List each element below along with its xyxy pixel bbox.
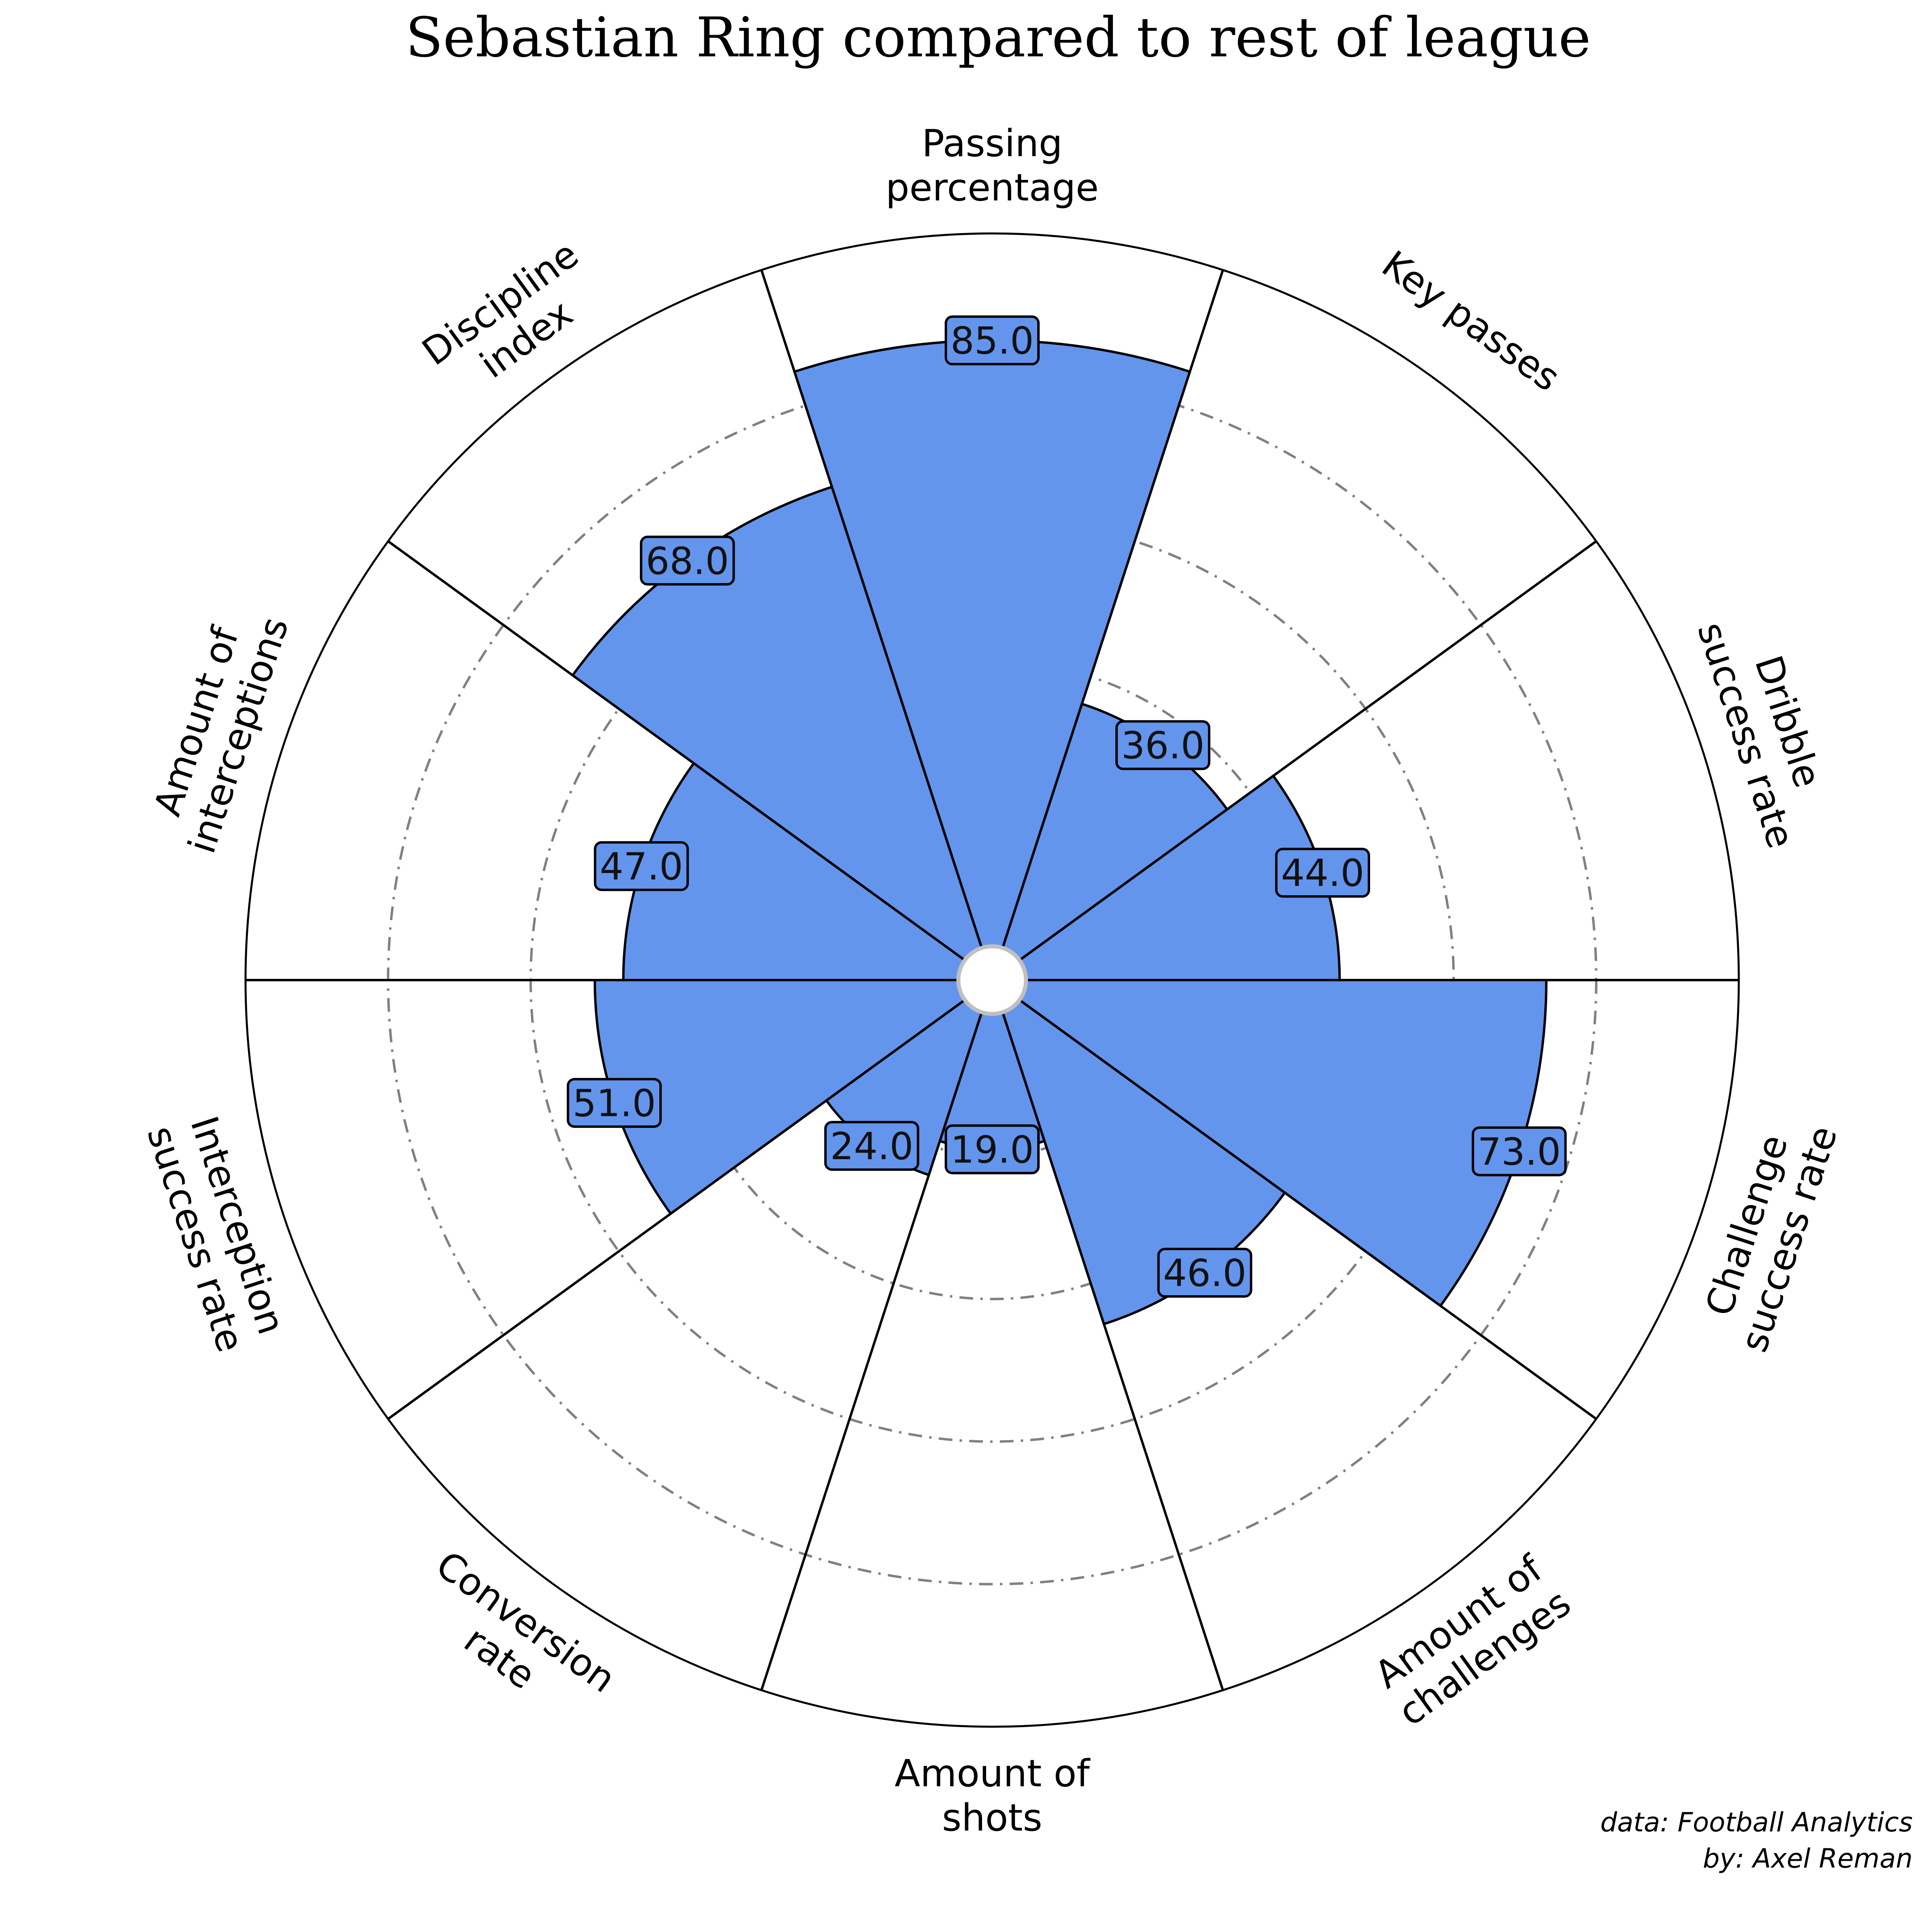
center-hole (956, 944, 1028, 1016)
slice-divider (760, 1011, 983, 1691)
value-label-text: 46.0 (1163, 1251, 1247, 1295)
value-label: 46.0 (1157, 1248, 1253, 1298)
slice-divider (1001, 269, 1224, 949)
divider-layer (246, 269, 1739, 1691)
slice-divider (760, 269, 983, 949)
slice-divider (387, 540, 966, 962)
value-label-text: 24.0 (830, 1125, 913, 1168)
value-label: 36.0 (1115, 720, 1211, 770)
param-label-line: percentage (886, 166, 1098, 209)
value-label: 73.0 (1472, 1126, 1567, 1177)
slice-divider (387, 999, 966, 1420)
value-label-text: 36.0 (1121, 724, 1205, 767)
param-label-line: shots (942, 1796, 1042, 1839)
value-label: 44.0 (1275, 848, 1370, 898)
slice-layer (571, 339, 1548, 1326)
param-label-line: Passing (922, 122, 1063, 165)
value-label-text: 85.0 (950, 319, 1034, 363)
value-label-text: 73.0 (1478, 1130, 1561, 1173)
value-label-text: 47.0 (600, 845, 683, 888)
param-label-line: Amount of (895, 1752, 1091, 1795)
value-label-layer: 85.0 36.0 44.0 73.0 46.0 19.0 24.0 51.0 47.0 68.0 (567, 315, 1567, 1298)
param-label-line: Key passes (1374, 242, 1568, 400)
slice-divider (1019, 999, 1597, 1420)
value-label: 85.0 (945, 315, 1040, 365)
value-label-text: 44.0 (1281, 851, 1364, 895)
value-label: 19.0 (945, 1124, 1040, 1174)
value-label: 51.0 (567, 1078, 662, 1128)
value-label-text: 68.0 (646, 539, 729, 583)
chart-title: Sebastian Ring compared to rest of leagu… (406, 6, 1591, 70)
value-label-text: 51.0 (573, 1082, 656, 1125)
value-label: 47.0 (594, 841, 689, 891)
value-label-text: 19.0 (950, 1128, 1034, 1171)
credit-author: by: Axel Reman (1703, 1843, 1913, 1874)
param-label: Key passes (1374, 242, 1568, 400)
value-label: 68.0 (640, 535, 735, 586)
slice-divider (1001, 1011, 1224, 1691)
slice-divider (1019, 540, 1597, 962)
credit-source: data: Football Analytics (1600, 1807, 1913, 1838)
value-label: 24.0 (824, 1121, 919, 1171)
